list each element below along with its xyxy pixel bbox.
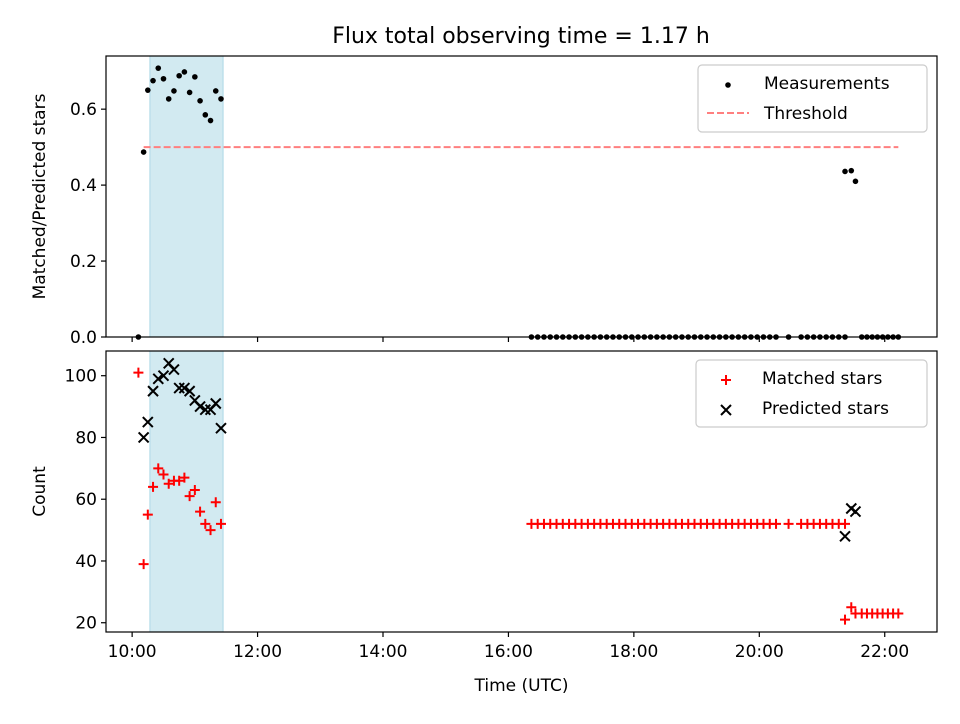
x-tick-label: 14:00 (359, 642, 408, 662)
data-point (153, 463, 164, 474)
data-point (771, 518, 782, 529)
data-point (138, 559, 149, 570)
legend: Matched stars Predicted stars (695, 359, 928, 428)
y-tick-label: 0.6 (70, 100, 97, 120)
data-point (218, 96, 224, 102)
data-point (210, 397, 222, 410)
legend-box (695, 359, 928, 428)
legend-label: Measurements (764, 74, 890, 94)
ratio-panel: 0.0 0.2 0.4 0.6 Matched/Predicted stars Measu… (30, 55, 938, 348)
legend-label: Predicted stars (762, 399, 889, 419)
data-point (150, 77, 156, 84)
data-point (842, 168, 848, 175)
legend-box (697, 64, 928, 133)
data-point (200, 518, 211, 529)
data-point (152, 373, 164, 385)
x-tick-label: 22:00 (860, 642, 909, 662)
data-point (189, 484, 200, 495)
y-axis-label: Matched/Predicted stars (30, 93, 50, 299)
legend-label: Threshold (763, 104, 848, 124)
data-point (848, 167, 855, 174)
data-point (142, 509, 153, 520)
data-point (183, 385, 196, 397)
data-point (181, 69, 188, 75)
x-tick-label: 20:00 (735, 642, 784, 662)
legend-marker (721, 375, 731, 385)
data-point (163, 478, 174, 489)
data-point (199, 403, 212, 416)
legend-marker (725, 82, 731, 88)
data-point (205, 525, 216, 536)
data-point (893, 608, 904, 619)
count-panel: 20 40 60 80 100 10:00 12:00 14:00 16:00 18:00 20:0… (30, 350, 938, 696)
x-axis-label: Time (UTC) (474, 676, 569, 696)
y-tick-label: 60 (75, 490, 97, 510)
data-point (157, 369, 170, 382)
data-point (145, 87, 151, 93)
data-point (184, 491, 195, 502)
data-point (186, 89, 193, 96)
series-measurements (135, 65, 902, 340)
observing-interval-shade (149, 55, 224, 338)
data-point (176, 72, 182, 79)
data-point (179, 472, 190, 483)
data-point (160, 75, 167, 82)
data-point (215, 422, 227, 434)
data-point (137, 431, 150, 444)
data-point (194, 400, 206, 413)
x-tick-label: 16:00 (484, 642, 533, 662)
data-point (852, 178, 859, 185)
x-tick-label: 18:00 (609, 642, 658, 662)
data-point (140, 149, 147, 155)
data-point (155, 65, 162, 71)
axes-frame (105, 350, 938, 633)
y-tick-label: 0.4 (70, 176, 97, 196)
data-point (173, 382, 185, 394)
data-point (846, 602, 857, 613)
x-tick-label: 12:00 (233, 642, 282, 662)
data-point (165, 96, 172, 102)
axes-frame (105, 55, 938, 338)
data-point (783, 518, 794, 529)
series-matched-stars (133, 367, 904, 625)
series-predicted-stars (137, 357, 862, 542)
y-tick-label: 0.0 (70, 328, 97, 348)
data-point (133, 367, 144, 378)
data-point (849, 505, 862, 518)
observing-interval-shade (149, 350, 224, 633)
data-point (178, 382, 191, 394)
data-point (195, 506, 206, 517)
y-tick-label: 20 (75, 614, 97, 634)
y-axis-label: Count (30, 466, 50, 517)
y-tick-label: 100 (65, 367, 97, 387)
y-tick-label: 40 (75, 552, 97, 572)
y-tick-label: 0.2 (70, 252, 97, 272)
data-point (840, 518, 851, 529)
data-point (192, 74, 198, 80)
legend-label: Matched stars (762, 369, 882, 389)
data-point (147, 385, 159, 397)
data-point (197, 98, 203, 104)
data-point (212, 88, 219, 94)
legend: Measurements Threshold (697, 64, 928, 133)
data-point (840, 614, 851, 625)
data-point (168, 363, 180, 376)
data-point (174, 475, 185, 486)
data-point (158, 469, 169, 480)
data-point (839, 530, 851, 542)
data-point (210, 497, 221, 508)
y-tick-label: 80 (75, 428, 97, 448)
data-point (142, 416, 154, 428)
x-tick-label: 10:00 (108, 642, 157, 662)
data-point (207, 117, 214, 124)
data-point (171, 88, 177, 94)
data-point (215, 518, 226, 529)
chart-title: Flux total observing time = 1.17 h (332, 24, 710, 49)
data-point (148, 481, 159, 492)
legend-marker (720, 404, 732, 416)
data-point (202, 112, 209, 118)
